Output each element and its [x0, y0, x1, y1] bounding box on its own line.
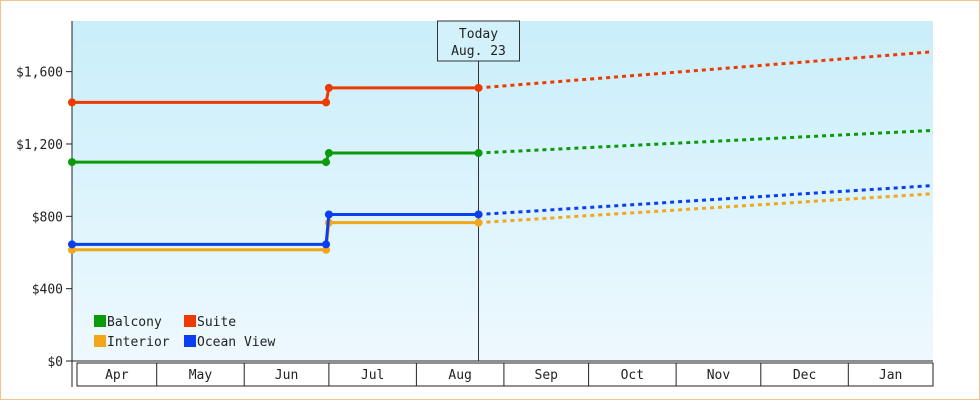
suite-forecast-line: [478, 50, 934, 90]
ocean-view-point-3: [474, 210, 483, 219]
month-label-1: May: [189, 368, 213, 383]
ocean-view-point-1: [322, 240, 331, 249]
suite-history-line: [72, 86, 479, 104]
legend-label-interior: Interior: [107, 335, 170, 350]
today-date: Aug. 23: [451, 44, 506, 59]
month-label-3: Jul: [361, 368, 384, 383]
suite-point-3: [474, 83, 483, 92]
interior-point-3: [474, 218, 483, 227]
month-label-7: Nov: [707, 368, 731, 383]
balcony-point-0: [68, 158, 76, 167]
month-label-8: Dec: [793, 368, 816, 383]
legend-label-balcony: Balcony: [107, 315, 162, 330]
legend-swatch-suite: [184, 315, 196, 327]
month-band: [76, 362, 934, 387]
y-tick-label-0: $0: [47, 355, 63, 370]
month-label-0: Apr: [105, 368, 129, 383]
ocean-view-history-line: [72, 213, 479, 246]
plot-area: [72, 21, 933, 361]
balcony-point-3: [474, 149, 483, 158]
today-box: [437, 20, 521, 62]
suite-point-1: [322, 98, 331, 107]
legend-swatch-ocean-view: [184, 335, 196, 347]
legend-label-suite: Suite: [197, 315, 236, 330]
balcony-forecast-line: [478, 128, 934, 155]
month-label-5: Sep: [535, 368, 559, 383]
month-label-9: Jan: [879, 368, 902, 383]
interior-forecast-line: [478, 192, 934, 225]
legend-swatch-interior: [94, 335, 106, 347]
y-tick-label-1: $400: [32, 283, 63, 298]
ocean-view-point-2: [324, 210, 333, 219]
balcony-history-line: [72, 151, 479, 164]
ocean-view-point-0: [68, 240, 76, 249]
month-label-4: Aug: [448, 368, 471, 383]
legend-swatch-balcony: [94, 315, 106, 327]
ocean-view-forecast-line: [478, 184, 934, 217]
suite-point-0: [68, 98, 76, 107]
balcony-point-1: [322, 158, 331, 167]
y-tick-label-3: $1,200: [16, 138, 63, 153]
month-label-2: Jun: [275, 368, 298, 383]
y-tick-label-2: $800: [32, 210, 63, 225]
balcony-point-2: [324, 149, 333, 158]
today-label: Today: [459, 27, 498, 42]
suite-point-2: [324, 83, 333, 92]
month-label-6: Oct: [621, 368, 644, 383]
legend-label-ocean-view: Ocean View: [197, 335, 275, 350]
y-tick-label-4: $1,600: [16, 66, 63, 81]
